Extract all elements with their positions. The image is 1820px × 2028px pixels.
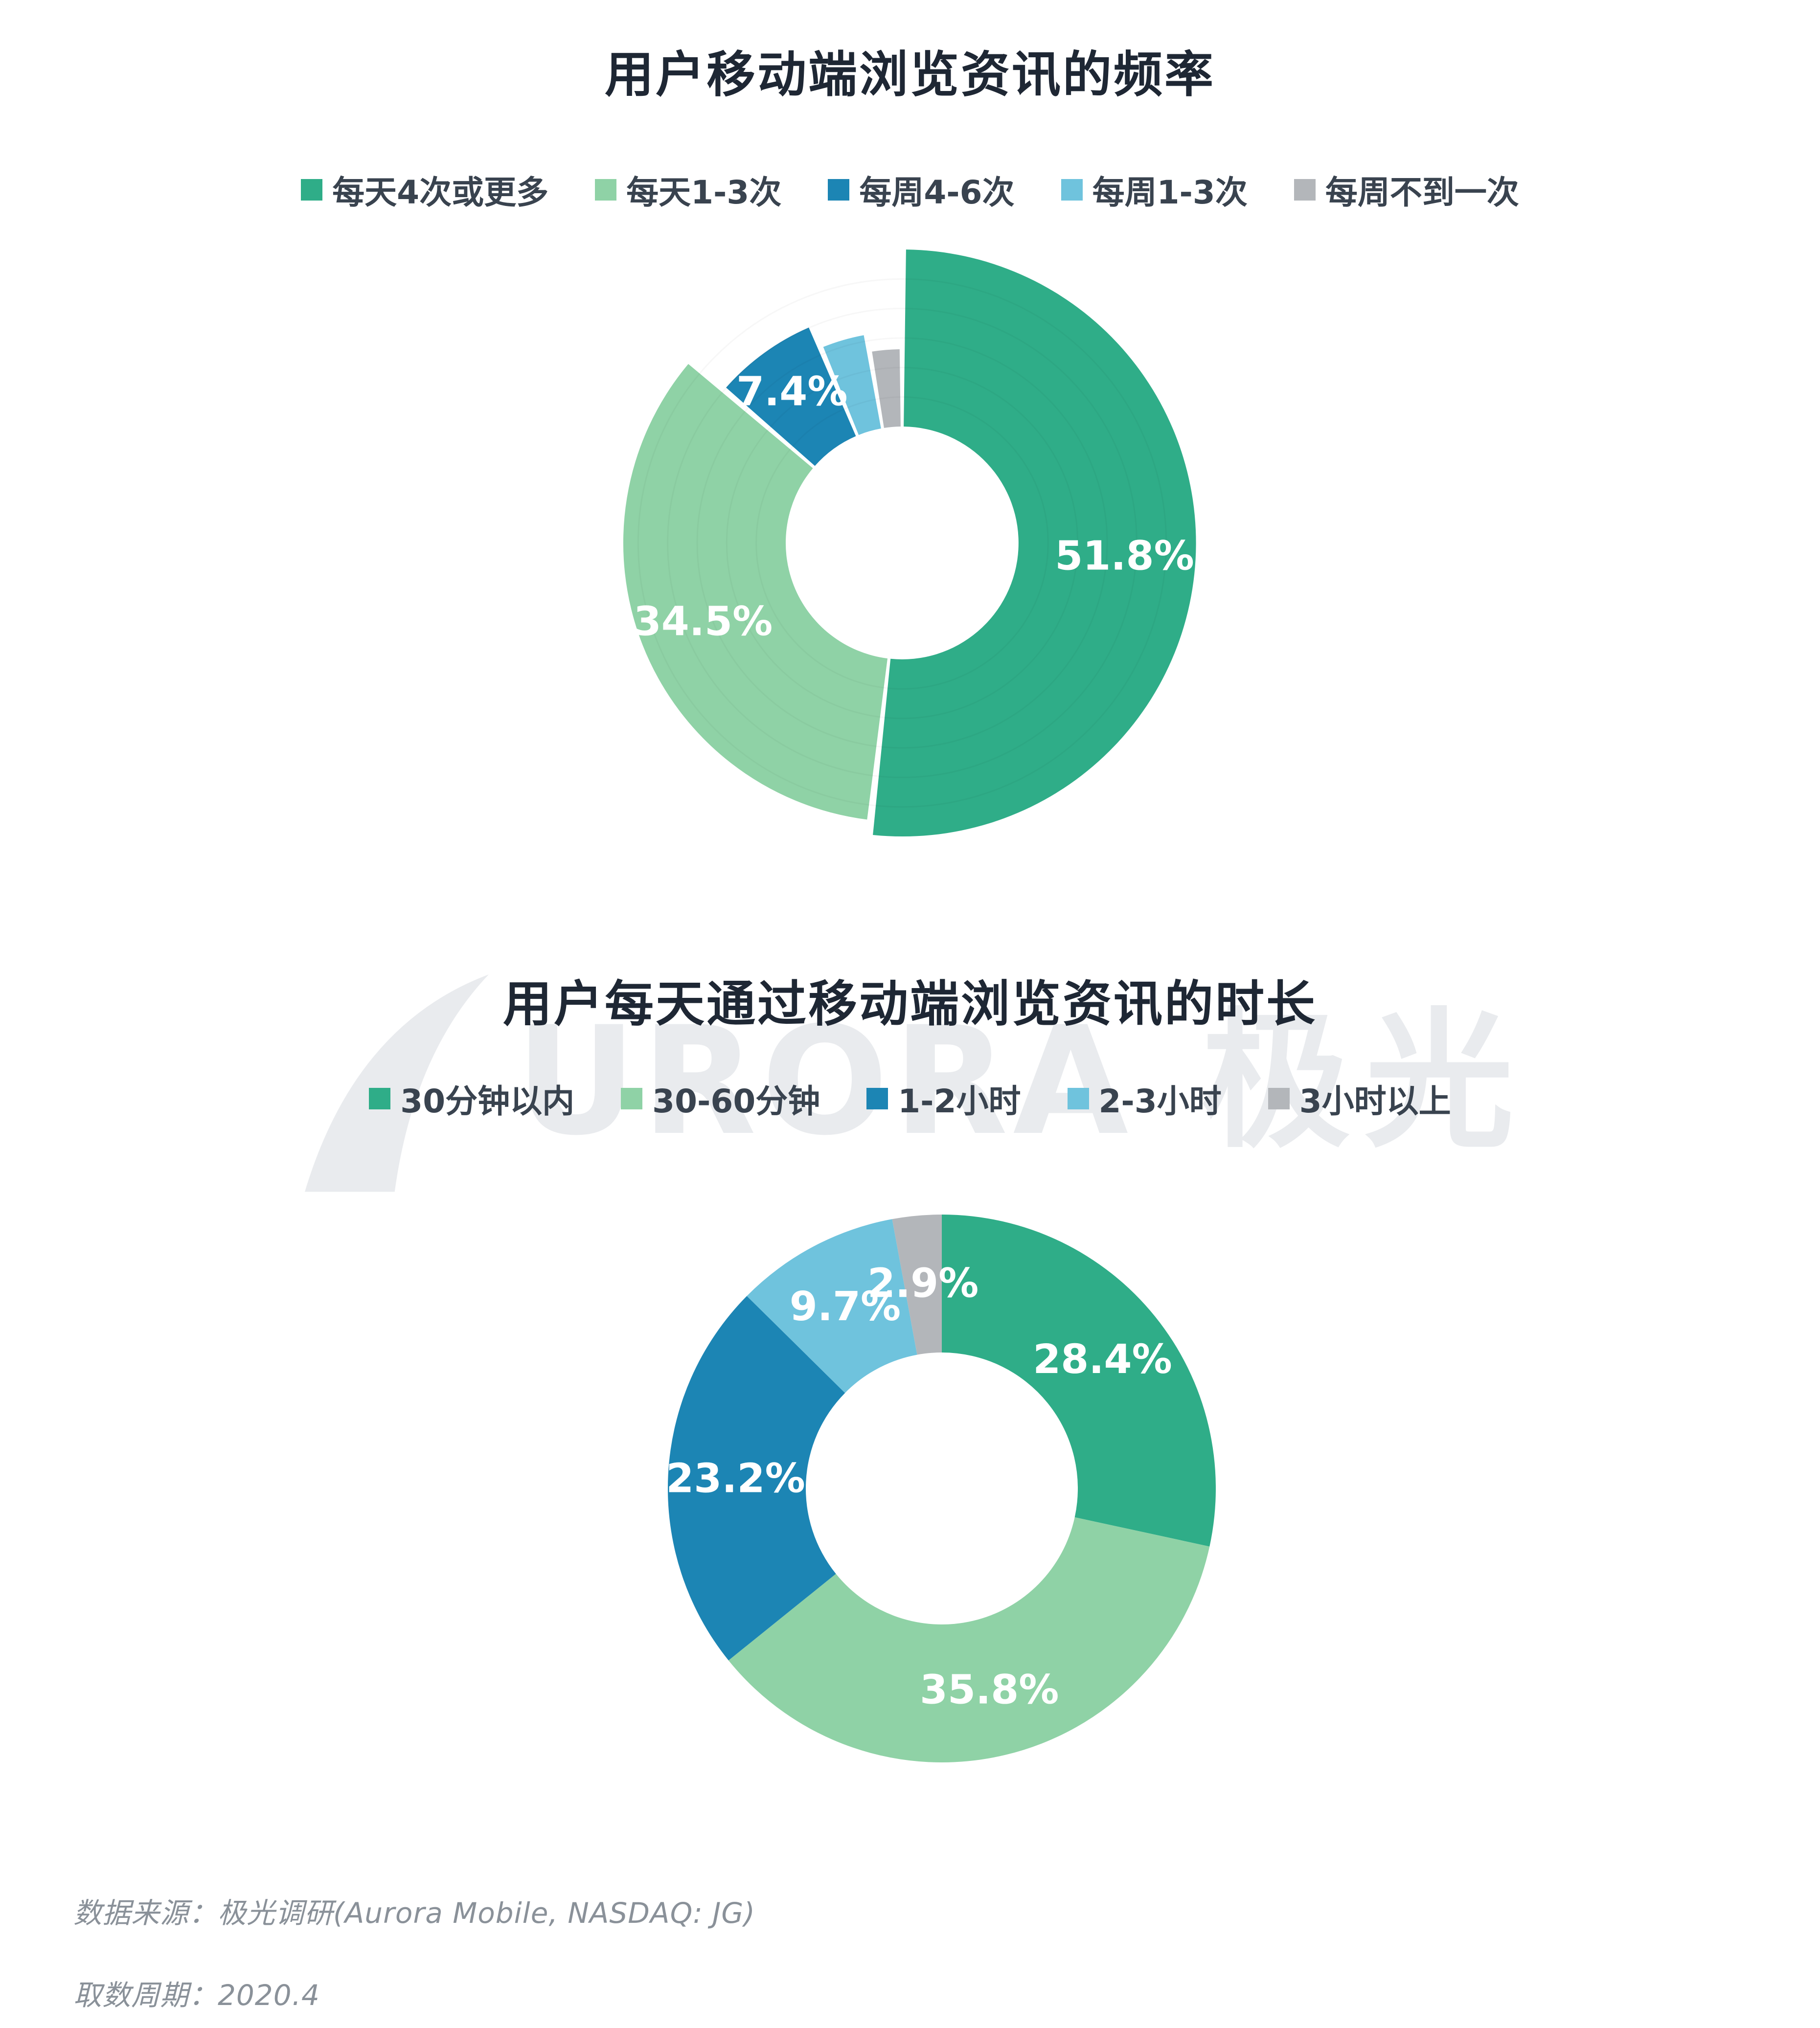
legend-label: 每周1-3次 <box>1092 174 1248 211</box>
slice-value-label: 35.8% <box>920 1667 1059 1713</box>
legend-label: 每周不到一次 <box>1325 174 1519 211</box>
donut-slice-3 <box>823 335 881 435</box>
slice-value-label: 7.4% <box>736 369 847 415</box>
legend-item: 30分钟以内 <box>369 1075 574 1122</box>
legend-label: 1-2小时 <box>898 1082 1021 1120</box>
legend-item: 每天4次或更多 <box>301 166 548 213</box>
slice-value-label: 34.5% <box>634 598 773 645</box>
slice-value-label: 28.4% <box>1033 1336 1172 1383</box>
legend-label: 30分钟以内 <box>400 1082 575 1120</box>
data-source-note: 数据来源：极光调研(Aurora Mobile, NASDAQ: JG) <box>73 1896 755 1930</box>
donut-slice-2 <box>667 1296 845 1661</box>
legend-item: 每周1-3次 <box>1061 166 1248 213</box>
slice-value-label: 2.9% <box>867 1261 978 1307</box>
donut-slice-4 <box>872 349 901 428</box>
donut-slice-0 <box>942 1215 1216 1547</box>
data-period-note: 取数周期：2020.4 <box>73 1979 320 2012</box>
legend-item: 每天1-3次 <box>595 166 781 213</box>
legend-item: 2-3小时 <box>1067 1075 1222 1122</box>
donut-slice-1 <box>728 1517 1210 1762</box>
donut-slice-0 <box>873 249 1196 837</box>
legend-label: 3小时以上 <box>1299 1082 1451 1120</box>
legend-swatch-icon <box>1067 1088 1089 1109</box>
slice-value-label: 9.7% <box>790 1284 901 1330</box>
legend-swatch-icon <box>301 179 323 201</box>
donut-slice-3 <box>747 1219 917 1393</box>
slice-value-label: 23.2% <box>666 1456 805 1502</box>
legend-swatch-icon <box>1294 179 1316 201</box>
duration-chart-title: 用户每天通过移动端浏览资讯的时长 <box>503 975 1317 1033</box>
frequency-chart-legend: 每天4次或更多 每天1-3次 每周4-6次 每周1-3次 每周不到一次 <box>0 166 1820 213</box>
legend-swatch-icon <box>828 179 850 201</box>
donut-slice-4 <box>892 1215 942 1355</box>
legend-item: 3小时以上 <box>1268 1075 1451 1122</box>
legend-item: 1-2小时 <box>866 1075 1021 1122</box>
legend-swatch-icon <box>866 1088 888 1109</box>
donut-slice-2 <box>726 327 856 466</box>
duration-donut-chart: 28.4% 35.8% 23.2% 9.7%2.9% <box>666 1215 1216 1762</box>
legend-label: 2-3小时 <box>1098 1082 1222 1120</box>
frequency-chart-title: 用户移动端浏览资讯的频率 <box>605 46 1215 103</box>
legend-swatch-icon <box>1268 1088 1290 1109</box>
legend-label: 每周4-6次 <box>859 174 1015 211</box>
duration-chart-legend: 30分钟以内 30-60分钟 1-2小时 2-3小时 3小时以上 <box>0 1075 1820 1122</box>
slice-value-label: 51.8% <box>1055 533 1194 579</box>
legend-item: 每周4-6次 <box>828 166 1015 213</box>
legend-swatch-icon <box>1061 179 1083 201</box>
legend-item: 30-60分钟 <box>621 1075 820 1122</box>
legend-swatch-icon <box>621 1088 643 1109</box>
legend-label: 每天4次或更多 <box>332 174 549 211</box>
donut-slice-1 <box>623 364 887 820</box>
legend-label: 每天1-3次 <box>626 174 782 211</box>
legend-swatch-icon <box>595 179 617 201</box>
legend-swatch-icon <box>369 1088 391 1109</box>
legend-label: 30-60分钟 <box>652 1082 820 1120</box>
legend-item: 每周不到一次 <box>1294 166 1519 213</box>
frequency-donut-chart: 51.8% 34.5% 7.4% <box>623 249 1196 837</box>
